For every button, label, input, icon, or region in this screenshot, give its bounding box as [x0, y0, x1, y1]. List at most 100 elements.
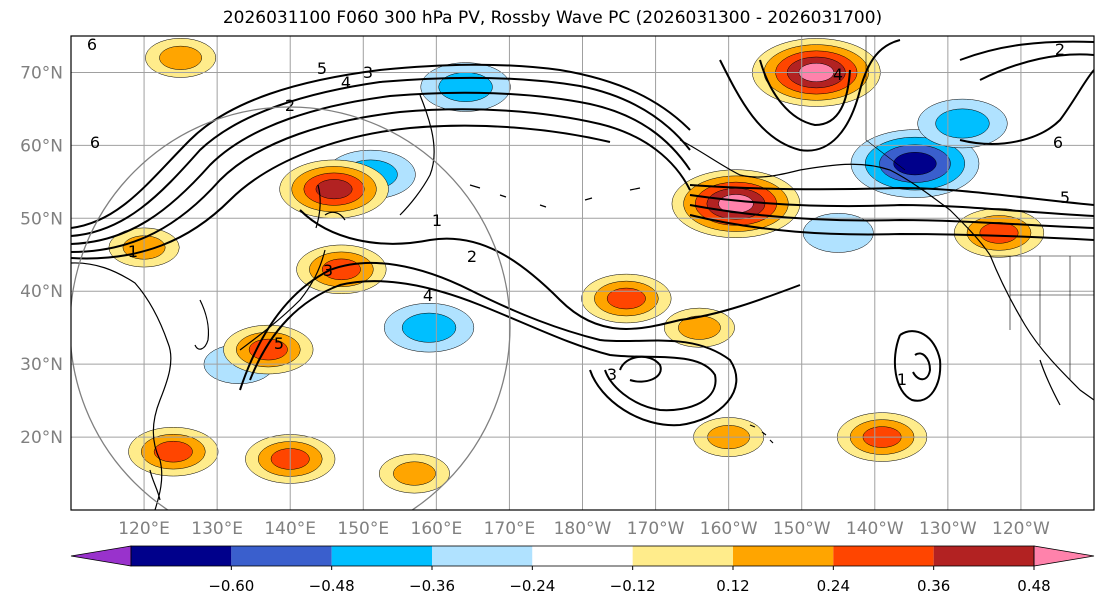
- contour-label: 5: [1060, 188, 1070, 207]
- colorbar-segment: [231, 546, 332, 566]
- colorbar-tick-label: −0.48: [309, 577, 355, 595]
- negative-pv-anomaly: [917, 98, 1008, 149]
- positive-pv-anomaly: [279, 159, 389, 219]
- x-tick-label: 150°W: [773, 519, 831, 539]
- korea-coast: [194, 299, 210, 350]
- negative-pv-anomaly: [420, 62, 511, 112]
- colorbar-segment: [933, 546, 1034, 566]
- colorbar-segment: [131, 546, 232, 566]
- contour-line: [759, 59, 851, 127]
- contour-line: [689, 184, 1094, 206]
- contour-label: 1: [897, 370, 907, 389]
- contour-line: [689, 194, 1094, 217]
- contour-label: 4: [423, 286, 433, 305]
- colorbar-segment: [532, 546, 633, 566]
- colorbar-segment: [331, 546, 432, 566]
- colorbar-tick-label: 0.36: [917, 577, 950, 595]
- contour-label: 5: [317, 59, 327, 78]
- colorbar: −0.60 −0.48 −0.36 −0.24 −0.12 0.12 0.24 0.36 0.4…: [70, 545, 1095, 595]
- colorbar-tick-label: −0.12: [610, 577, 656, 595]
- lat-lon-grid: [71, 36, 1094, 510]
- shading-level: [606, 287, 646, 310]
- contour-label: 2: [1055, 40, 1065, 59]
- contour-label: 6: [90, 133, 100, 152]
- contour-label: 6: [1053, 133, 1063, 152]
- reference-circle: [71, 106, 511, 510]
- contour-line: [893, 330, 942, 402]
- x-tick-label: 120°E: [118, 519, 170, 539]
- contour-label: 3: [363, 63, 373, 82]
- shading-level: [935, 108, 990, 139]
- x-tick-label: 140°W: [846, 519, 904, 539]
- colorbar-tick-label: 0.48: [1017, 577, 1050, 595]
- positive-pv-anomaly: [223, 324, 314, 375]
- contour-line: [959, 69, 1094, 145]
- contour-line: [912, 352, 932, 381]
- hawaii-islands: [749, 424, 774, 444]
- us-state-borders: [1009, 256, 1094, 380]
- shading-level: [159, 45, 202, 70]
- contour-line: [299, 209, 801, 330]
- alaska-coast: [679, 139, 991, 256]
- contour-label: 3: [607, 365, 617, 384]
- contour-label: 4: [341, 73, 351, 92]
- contour-label: 1: [432, 211, 442, 230]
- positive-pv-anomaly: [953, 208, 1045, 258]
- colorbar-segment: [733, 546, 834, 566]
- contour-line: [71, 91, 691, 245]
- contour-line: [959, 40, 1094, 61]
- colorbar-tick-label: 0.24: [817, 577, 850, 595]
- y-tick-label: 40°N: [20, 282, 63, 302]
- contour-label: 1: [128, 242, 138, 261]
- shading-level: [393, 461, 436, 486]
- positive-pv-anomaly: [581, 273, 672, 324]
- contour-line: [619, 355, 662, 383]
- colorbar-extend-min: [70, 545, 132, 567]
- contour-line: [689, 214, 1094, 241]
- contour-line: [719, 39, 901, 152]
- x-tick-label: 120°W: [992, 519, 1050, 539]
- philippines-coast: [149, 469, 161, 501]
- shading-level: [438, 72, 493, 102]
- contour-label: 2: [285, 96, 295, 115]
- y-tick-label: 30°N: [20, 355, 63, 375]
- aleutian-chain: [469, 184, 641, 208]
- kamchatka-coast: [399, 94, 435, 216]
- y-tick-label: 20°N: [20, 428, 63, 448]
- axis-ticks: 120°E 130°E 140°E 150°E 160°E 170°E 180°W 170°W…: [20, 63, 1050, 539]
- colorbar-segment: [833, 546, 934, 566]
- pv-contours: [71, 39, 1094, 427]
- colorbar-extend-max: [1033, 545, 1095, 567]
- north-america-coast: [989, 254, 1094, 401]
- x-tick-label: 140°E: [264, 519, 316, 539]
- contour-line: [249, 280, 717, 412]
- positive-pv-anomaly: [128, 427, 219, 477]
- shading-level: [893, 152, 937, 176]
- y-tick-label: 70°N: [20, 63, 63, 83]
- y-tick-label: 50°N: [20, 209, 63, 229]
- shading-level: [979, 222, 1019, 244]
- contour-line: [239, 261, 738, 427]
- contour-line: [979, 53, 1094, 81]
- colorbar-tick-label: −0.60: [208, 577, 254, 595]
- x-tick-label: 130°W: [919, 519, 977, 539]
- contour-line: [71, 76, 691, 237]
- contour-label: 2: [467, 247, 477, 266]
- positive-pv-anomaly: [378, 453, 450, 494]
- japan-coast: [239, 211, 346, 351]
- shading-level: [401, 312, 457, 343]
- contour-line: [71, 108, 691, 253]
- negative-pv-anomaly: [384, 303, 475, 353]
- contour-label: 4: [833, 65, 843, 84]
- x-tick-label: 170°W: [627, 519, 685, 539]
- colorbar-segment: [432, 546, 533, 566]
- x-tick-label: 170°E: [484, 519, 536, 539]
- asia-coast: [71, 262, 172, 510]
- x-tick-label: 130°E: [191, 519, 243, 539]
- shading-level: [315, 179, 353, 200]
- shading-level: [153, 440, 193, 463]
- plot-frame: [70, 35, 1095, 511]
- colorbar-tick-label: −0.24: [509, 577, 555, 595]
